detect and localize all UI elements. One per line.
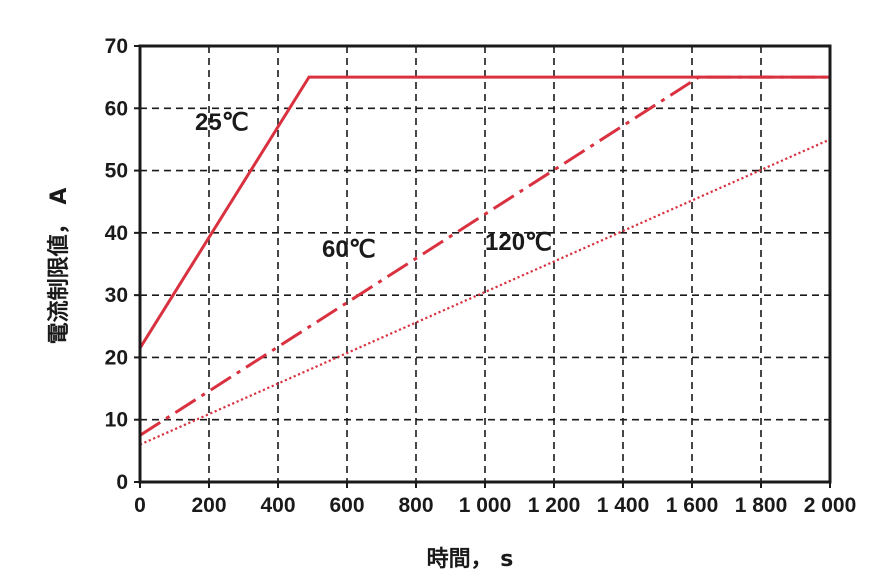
y-tick-label: 10 [105,409,128,432]
x-tick-label: 1 400 [597,494,650,517]
y-axis-title: 電流制限値， A [46,188,72,345]
x-tick-label: 200 [191,494,226,517]
series-labels: 25℃ 60℃ 120℃ [195,109,552,263]
y-axis-ticks: 0 10 20 30 40 50 60 70 [105,35,140,494]
y-tick-label: 20 [105,346,128,369]
x-tick-label: 1 800 [735,494,788,517]
x-tick-label: 0 [134,494,146,517]
series-line-dashdot [139,75,830,437]
y-tick-label: 40 [105,222,128,245]
x-tick-label: 2 000 [804,494,857,517]
x-tick-label: 1 000 [459,494,512,517]
y-tick-label: 30 [105,284,128,307]
series-label-120c: 120℃ [485,229,552,256]
y-tick-label: 50 [105,160,128,183]
series-line-dotted [139,138,831,446]
y-tick-label: 0 [116,471,128,494]
x-tick-label: 600 [329,494,364,517]
series-line-solid [138,75,830,349]
x-tick-label: 800 [398,494,433,517]
series-label-25c: 25℃ [195,109,249,136]
x-tick-label: 1 600 [666,494,719,517]
x-axis-ticks: 0 200 400 600 800 1 000 1 200 1 400 1 600 1 800 2 … [134,482,856,517]
grid [140,46,830,482]
y-tick-label: 60 [105,97,128,120]
x-tick-label: 400 [260,494,295,517]
y-tick-label: 70 [105,35,128,58]
series-layer [138,75,831,446]
x-axis-title: 時間， s [427,547,514,572]
series-label-60c: 60℃ [322,236,376,263]
x-tick-label: 1 200 [528,494,581,517]
